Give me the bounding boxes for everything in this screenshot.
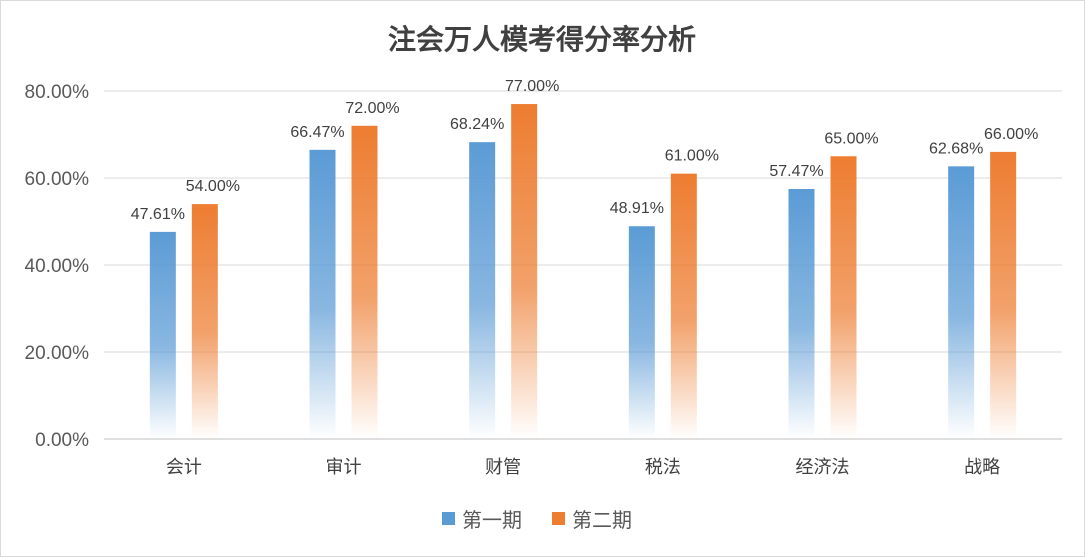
y-axis-ticks: 0.00% 20.00% 40.00% 60.00% 80.00% — [25, 82, 90, 451]
data-label: 68.24% — [450, 116, 504, 133]
x-category-label: 战略 — [964, 457, 1000, 478]
data-label: 72.00% — [345, 100, 399, 117]
y-tick-label: 0.00% — [35, 430, 89, 451]
data-label: 66.47% — [290, 124, 344, 141]
y-tick-label: 60.00% — [25, 169, 90, 190]
legend: 第一期 第二期 — [442, 508, 632, 532]
gridlines — [104, 90, 1062, 440]
x-category-label: 会计 — [166, 457, 202, 478]
x-axis-categories: 会计 审计 财管 税法 经济法 战略 — [166, 457, 1000, 478]
legend-swatch — [442, 512, 455, 525]
bar-2-2 — [351, 125, 378, 440]
x-category-label: 税法 — [645, 457, 681, 478]
legend-label: 第一期 — [462, 508, 522, 532]
data-label: 57.47% — [769, 163, 823, 180]
data-label: 66.00% — [984, 126, 1038, 143]
data-label: 61.00% — [665, 148, 719, 165]
data-label: 54.00% — [186, 178, 240, 195]
y-tick-label: 40.00% — [25, 256, 90, 277]
data-label: 65.00% — [824, 130, 878, 147]
bar-2-1 — [191, 204, 218, 439]
y-tick-label: 20.00% — [25, 343, 90, 364]
y-tick-label: 80.00% — [25, 82, 90, 103]
data-labels: 47.61%54.00% 66.47%72.00% 68.24% 77.00% 48.9… — [131, 78, 1039, 223]
data-label: 47.61% — [131, 206, 185, 223]
bar-1-5 — [788, 189, 815, 439]
bars — [149, 104, 1017, 440]
legend-label: 第二期 — [572, 508, 632, 532]
bar-2-3 — [511, 104, 538, 440]
data-label: 62.68% — [929, 140, 983, 157]
legend-swatch — [552, 512, 565, 525]
chart-title: 注会万人模考得分率分析 — [388, 23, 696, 56]
bar-2-4 — [670, 173, 697, 439]
bar-2-6 — [990, 151, 1017, 439]
bar-1-2 — [309, 149, 336, 439]
data-label: 77.00% — [505, 78, 559, 95]
bar-1-6 — [948, 166, 975, 440]
x-category-label: 经济法 — [796, 457, 850, 478]
bar-2-5 — [830, 156, 857, 439]
x-category-label: 审计 — [326, 457, 362, 478]
data-label: 48.91% — [610, 200, 664, 217]
bar-1-3 — [469, 142, 496, 439]
x-category-label: 财管 — [485, 457, 521, 478]
bar-1-4 — [628, 226, 655, 439]
bar-1-1 — [149, 231, 176, 439]
